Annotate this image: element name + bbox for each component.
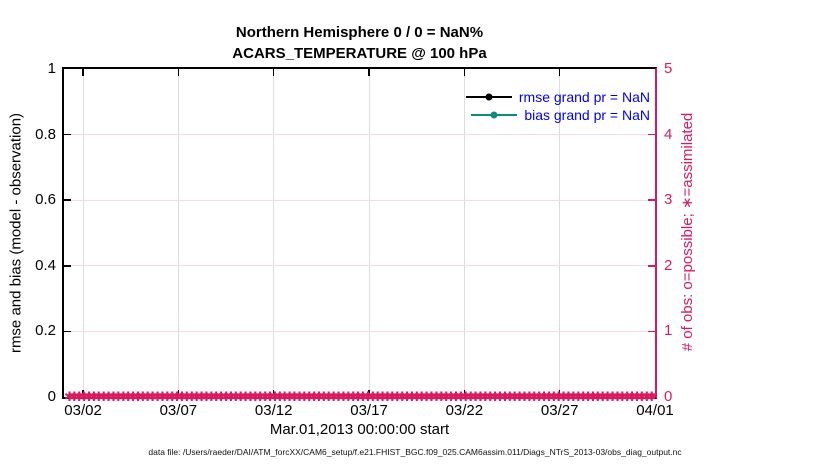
y-tick-label-right: 3: [664, 191, 673, 209]
obs-count-marker-band: ✱✱✱✱✱✱✱✱✱✱✱✱✱✱✱✱✱✱✱✱✱✱✱✱✱✱✱✱✱✱✱✱✱✱✱✱✱✱✱✱…: [64, 390, 655, 404]
legend: rmse grand pr = NaN bias grand pr = NaN: [465, 88, 650, 124]
x-tick-top: [558, 69, 561, 76]
x-tick-label: 04/01: [636, 402, 674, 419]
y-gridline: [64, 330, 655, 332]
x-gridline: [368, 69, 370, 397]
x-tick-bottom: [82, 390, 84, 397]
y-tick-left: [64, 199, 71, 201]
x-tick-label: 03/12: [254, 402, 293, 419]
x-tick-top: [82, 69, 84, 76]
y-gridline: [64, 199, 655, 201]
y-tick-right: [648, 199, 655, 201]
bias-marker-dot: [490, 111, 498, 119]
y-tick-label-right: 4: [664, 125, 673, 143]
data-file-path: data file: /Users/raeder/DAI/ATM_forcXX/…: [148, 447, 682, 457]
x-tick-top: [272, 69, 275, 76]
x-gridline: [463, 69, 465, 397]
y-tick-label-left: 0.6: [35, 191, 56, 209]
x-tick-label: 03/02: [64, 402, 102, 419]
y-axis-label-left: rmse and bias (model - observation): [7, 112, 25, 354]
legend-item-bias: bias grand pr = NaN: [466, 106, 650, 124]
y-gridline: [64, 134, 655, 136]
y-gridline: [64, 265, 655, 267]
x-tick-label: 03/22: [445, 402, 484, 419]
x-axis-label: Mar.01,2013 00:00:00 start: [269, 421, 450, 438]
chart-title-line1: Northern Hemisphere 0 / 0 = NaN%: [235, 24, 484, 41]
x-tick-bottom: [463, 390, 466, 397]
y-tick-label-left: 0.4: [35, 256, 56, 274]
x-tick-top: [463, 69, 466, 76]
x-tick-bottom: [177, 390, 180, 397]
y-tick-label-right: 2: [664, 256, 673, 274]
chart-title: Northern Hemisphere 0 / 0 = NaN% ACARS_T…: [62, 22, 657, 64]
x-tick-top: [368, 69, 370, 76]
y-tick-label-right: 5: [664, 60, 673, 77]
y-axis-label-right: # of obs: o=possible; ∗=assimilated: [679, 112, 696, 352]
y-tick-left: [64, 265, 71, 267]
x-gridline: [559, 69, 561, 397]
x-tick-top: [177, 69, 180, 76]
legend-label-bias: bias grand pr = NaN: [524, 107, 650, 123]
rmse-marker-dot: [485, 93, 493, 101]
x-tick-label: 03/27: [540, 402, 579, 419]
y-tick-right: [648, 265, 655, 267]
y-tick-label-left: 0.8: [35, 125, 56, 143]
y-tick-label-left: 1: [47, 60, 56, 77]
y-tick-label-left: 0.2: [35, 322, 56, 340]
y-tick-right: [648, 133, 655, 136]
y-tick-label-left: 0: [47, 388, 56, 405]
x-gridline: [177, 69, 179, 397]
y-tick-label-right: 0: [664, 388, 673, 405]
legend-item-rmse: rmse grand pr = NaN: [465, 88, 650, 106]
bias-line-sample: [471, 111, 518, 119]
x-gridline: [273, 69, 275, 397]
x-tick-bottom: [368, 390, 370, 397]
y-tick-label-right: 1: [664, 322, 673, 340]
rmse-line-sample: [465, 93, 512, 101]
x-tick-label: 03/17: [350, 402, 388, 419]
plot-area: ✱✱✱✱✱✱✱✱✱✱✱✱✱✱✱✱✱✱✱✱✱✱✱✱✱✱✱✱✱✱✱✱✱✱✱✱✱✱✱✱…: [62, 67, 657, 404]
y-tick-left: [64, 133, 71, 136]
x-tick-bottom: [558, 390, 561, 397]
x-tick-label: 03/07: [159, 402, 198, 419]
x-gridline: [82, 69, 84, 397]
y-tick-left: [64, 330, 71, 333]
legend-label-rmse: rmse grand pr = NaN: [518, 89, 650, 105]
y-tick-right: [648, 330, 655, 333]
chart-title-line2: ACARS_TEMPERATURE @ 100 hPa: [232, 45, 487, 62]
x-tick-bottom: [272, 390, 275, 397]
